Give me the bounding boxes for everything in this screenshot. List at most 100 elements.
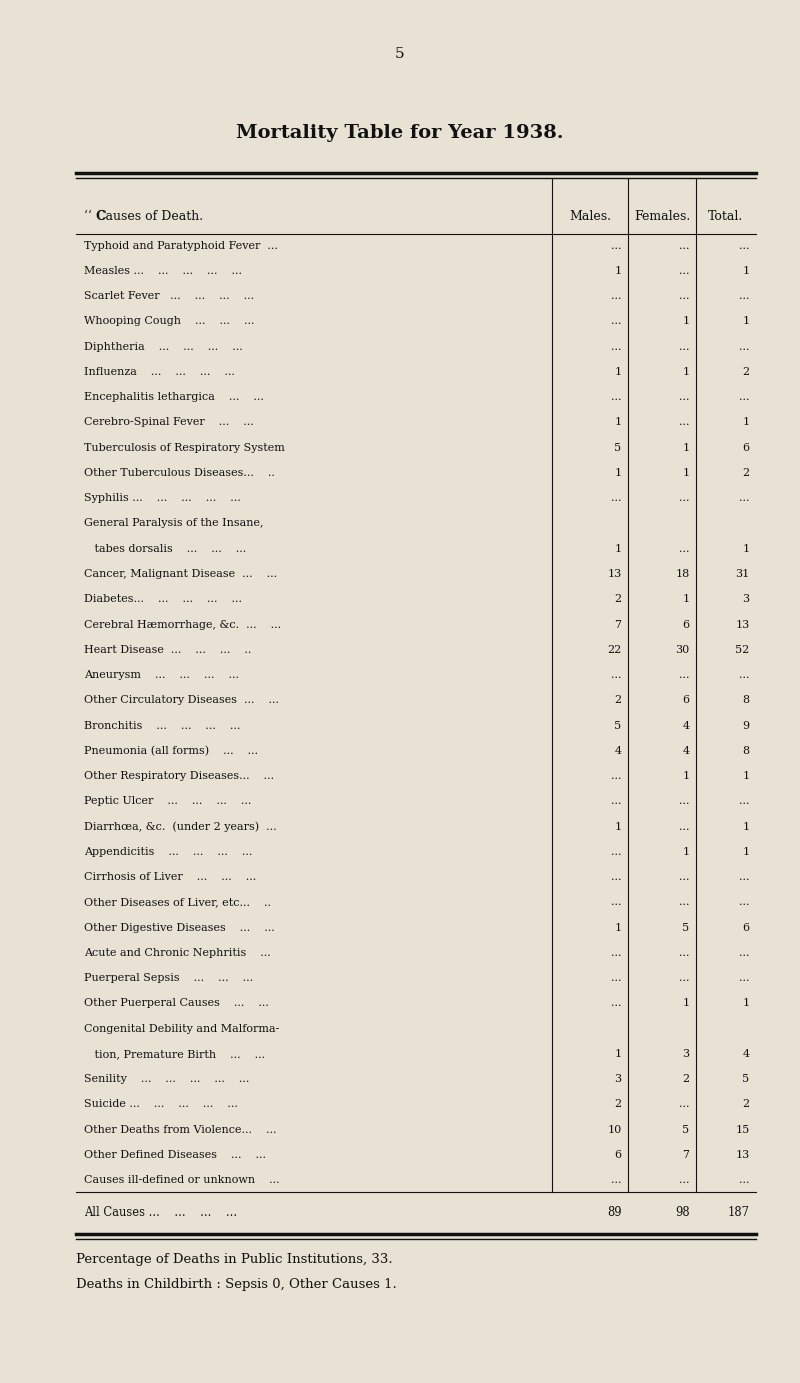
Text: 9: 9 [742,721,750,730]
Text: 2: 2 [614,696,622,705]
Text: ...: ... [611,898,622,907]
Text: ...: ... [611,669,622,680]
Text: 22: 22 [607,644,622,654]
Text: 2: 2 [742,467,750,479]
Text: 1: 1 [742,418,750,427]
Text: 98: 98 [675,1206,690,1218]
Text: ...: ... [739,241,750,250]
Text: 2: 2 [682,1075,690,1084]
Text: ...: ... [679,1099,690,1109]
Text: 2: 2 [742,1099,750,1109]
Text: 1: 1 [682,443,690,452]
Text: Measles ...    ...    ...    ...    ...: Measles ... ... ... ... ... [84,266,242,275]
Text: ...: ... [611,846,622,857]
Text: ...: ... [739,292,750,301]
Text: 5: 5 [682,1124,690,1134]
Text: Cerebro-Spinal Fever    ...    ...: Cerebro-Spinal Fever ... ... [84,418,254,427]
Text: 13: 13 [735,1149,750,1160]
Text: ...: ... [611,494,622,503]
Text: 5: 5 [395,47,405,61]
Text: 1: 1 [742,772,750,781]
Text: 6: 6 [742,922,750,932]
Text: ...: ... [679,494,690,503]
Text: ...: ... [679,898,690,907]
Text: 7: 7 [682,1149,690,1160]
Text: 1: 1 [682,846,690,857]
Text: 7: 7 [614,620,622,629]
Text: Cerebral Hæmorrhage, &c.  ...    ...: Cerebral Hæmorrhage, &c. ... ... [84,620,281,629]
Text: 89: 89 [607,1206,622,1218]
Text: 13: 13 [607,568,622,579]
Text: Causes ill-defined or unknown    ...: Causes ill-defined or unknown ... [84,1176,280,1185]
Text: ...: ... [739,669,750,680]
Text: ...: ... [739,974,750,983]
Text: 1: 1 [614,418,622,427]
Text: ‘ Causes of Death.: ‘ Causes of Death. [88,210,203,223]
Text: Pneumonia (all forms)    ...    ...: Pneumonia (all forms) ... ... [84,745,258,757]
Text: 1: 1 [614,1048,622,1059]
Text: Tuberculosis of Respiratory System: Tuberculosis of Respiratory System [84,443,285,452]
Text: Diphtheria    ...    ...    ...    ...: Diphtheria ... ... ... ... [84,342,242,351]
Text: ...: ... [611,1176,622,1185]
Text: Other Defined Diseases    ...    ...: Other Defined Diseases ... ... [84,1149,266,1160]
Text: Other Tuberculous Diseases...    ..: Other Tuberculous Diseases... .. [84,467,275,479]
Text: Scarlet Fever   ...    ...    ...    ...: Scarlet Fever ... ... ... ... [84,292,254,301]
Text: 1: 1 [614,822,622,831]
Text: Appendicitis    ...    ...    ...    ...: Appendicitis ... ... ... ... [84,846,252,857]
Text: General Paralysis of the Insane,: General Paralysis of the Insane, [84,519,263,528]
Text: Other Circulatory Diseases  ...    ...: Other Circulatory Diseases ... ... [84,696,279,705]
Text: 1: 1 [742,266,750,275]
Text: 15: 15 [735,1124,750,1134]
Text: Heart Disease  ...    ...    ...    ..: Heart Disease ... ... ... .. [84,644,251,654]
Text: 52: 52 [735,644,750,654]
Text: 3: 3 [682,1048,690,1059]
Text: ...: ... [739,797,750,806]
Text: 1: 1 [742,544,750,553]
Text: 2: 2 [614,1099,622,1109]
Text: Syphilis ...    ...    ...    ...    ...: Syphilis ... ... ... ... ... [84,494,241,503]
Text: Suicide ...    ...    ...    ...    ...: Suicide ... ... ... ... ... [84,1099,238,1109]
Text: 1: 1 [614,467,622,479]
Text: ...: ... [739,494,750,503]
Text: ...: ... [611,999,622,1008]
Text: 1: 1 [682,317,690,326]
Text: Peptic Ulcer    ...    ...    ...    ...: Peptic Ulcer ... ... ... ... [84,797,251,806]
Text: ...: ... [611,873,622,882]
Text: ...: ... [679,797,690,806]
Text: Bronchitis    ...    ...    ...    ...: Bronchitis ... ... ... ... [84,721,240,730]
Text: 30: 30 [675,644,690,654]
Text: ...: ... [679,974,690,983]
Text: Whooping Cough    ...    ...    ...: Whooping Cough ... ... ... [84,317,254,326]
Text: 1: 1 [682,366,690,378]
Text: 1: 1 [682,467,690,479]
Text: Cirrhosis of Liver    ...    ...    ...: Cirrhosis of Liver ... ... ... [84,873,256,882]
Text: 187: 187 [727,1206,750,1218]
Text: 8: 8 [742,696,750,705]
Text: 1: 1 [742,846,750,857]
Text: ...: ... [739,393,750,402]
Text: ...: ... [679,669,690,680]
Text: 4: 4 [682,745,690,755]
Text: 8: 8 [742,745,750,755]
Text: ...: ... [739,873,750,882]
Text: tion, Premature Birth    ...    ...: tion, Premature Birth ... ... [84,1048,265,1059]
Text: Influenza    ...    ...    ...    ...: Influenza ... ... ... ... [84,366,235,378]
Text: 10: 10 [607,1124,622,1134]
Text: 13: 13 [735,620,750,629]
Text: 31: 31 [735,568,750,579]
Text: 1: 1 [682,999,690,1008]
Text: 6: 6 [682,696,690,705]
Text: Females.: Females. [634,210,690,223]
Text: 1: 1 [614,266,622,275]
Text: Acute and Chronic Nephritis    ...: Acute and Chronic Nephritis ... [84,947,270,958]
Text: ...: ... [679,822,690,831]
Text: 1: 1 [614,544,622,553]
Text: ...: ... [611,241,622,250]
Text: 18: 18 [675,568,690,579]
Text: 4: 4 [742,1048,750,1059]
Text: Mortality Table for Year 1938.: Mortality Table for Year 1938. [236,124,564,142]
Text: 1: 1 [742,317,750,326]
Text: Congenital Debility and Malforma-: Congenital Debility and Malforma- [84,1023,279,1033]
Text: 1: 1 [682,595,690,604]
Text: ...: ... [739,342,750,351]
